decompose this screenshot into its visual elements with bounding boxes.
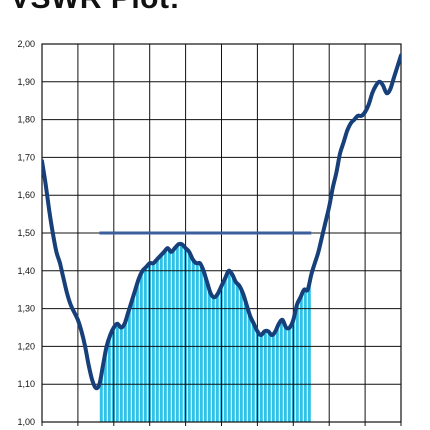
y-tick-label: 1,90 <box>17 77 35 87</box>
y-tick-label: 1,10 <box>17 379 35 389</box>
vswr-curve-group <box>42 53 401 391</box>
filled-band <box>99 244 312 422</box>
y-tick-label: 1,40 <box>17 266 35 276</box>
y-tick-label: 1,00 <box>17 417 35 427</box>
y-tick-label: 1,80 <box>17 115 35 125</box>
y-tick-label: 1,60 <box>17 190 35 200</box>
y-tick-label: 1,50 <box>17 228 35 238</box>
y-tick-labels: 2,00 1,90 1,80 1,70 1,60 1,50 1,40 1,30 1,20 1,10… <box>17 39 35 427</box>
vswr-curve <box>42 53 401 391</box>
y-tick-label: 1,20 <box>17 341 35 351</box>
y-tick-label: 2,00 <box>17 39 35 49</box>
y-tick-label: 1,30 <box>17 304 35 314</box>
chart-title: VSWR Plot: <box>10 0 180 16</box>
x-tick-marks <box>41 422 402 426</box>
filled-band-area <box>99 244 312 422</box>
y-tick-label: 1,70 <box>17 152 35 162</box>
